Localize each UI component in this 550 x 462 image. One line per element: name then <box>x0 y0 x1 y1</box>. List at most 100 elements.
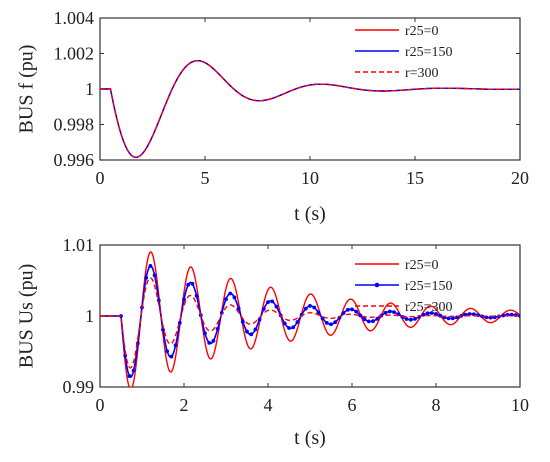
series-marker <box>354 309 359 314</box>
x-tick-label: 10 <box>511 395 529 415</box>
series-marker <box>329 322 333 327</box>
series-marker <box>518 313 520 318</box>
series-marker <box>173 343 178 348</box>
voltage-x-axis-label: t (s) <box>294 427 326 449</box>
x-tick-label: 0 <box>96 395 105 415</box>
series-line-r25-0 <box>100 251 520 387</box>
series-marker <box>341 311 346 315</box>
series-marker <box>249 332 254 337</box>
x-tick-label: 8 <box>432 395 441 415</box>
y-tick-label: 1.004 <box>54 8 95 28</box>
y-tick-label: 1.002 <box>54 44 95 64</box>
series-marker <box>190 281 195 286</box>
series-marker <box>215 327 220 331</box>
series-marker <box>287 326 291 330</box>
series-marker <box>371 319 375 324</box>
series-marker <box>375 316 380 321</box>
legend-label: r25=300 <box>405 300 453 315</box>
series-marker <box>387 309 392 314</box>
series-marker <box>282 321 287 326</box>
series-marker <box>257 317 262 322</box>
series-marker <box>333 320 338 325</box>
series-marker <box>203 331 207 336</box>
series-marker <box>291 325 296 330</box>
series-marker <box>207 340 212 345</box>
series-marker <box>148 264 153 268</box>
x-tick-label: 2 <box>180 395 189 415</box>
x-tick-label: 4 <box>264 395 273 415</box>
series-marker <box>232 295 237 300</box>
series-marker <box>144 275 149 280</box>
legend-label: r25=0 <box>405 258 439 273</box>
series-marker <box>186 282 191 287</box>
series-marker <box>421 312 426 317</box>
series-marker <box>303 306 308 311</box>
frequency-legend: r25=0 r25=150 r=300 <box>355 24 453 81</box>
series-marker <box>308 304 312 308</box>
x-tick-label: 0 <box>96 168 105 188</box>
series-marker <box>358 313 363 318</box>
legend-label: r25=150 <box>405 279 453 294</box>
series-marker <box>429 311 434 315</box>
series-marker <box>450 316 455 321</box>
y-tick-label: 1.01 <box>63 235 95 255</box>
series-marker <box>316 310 321 315</box>
legend-marker <box>374 282 380 288</box>
series-marker <box>270 299 275 304</box>
voltage-y-axis-label: BUS Us (pu) <box>16 264 38 368</box>
series-marker <box>312 305 317 310</box>
series-marker <box>438 313 443 318</box>
series-marker <box>161 327 165 332</box>
series-marker <box>392 310 396 315</box>
series-marker <box>413 316 417 321</box>
x-tick-label: 6 <box>348 395 357 415</box>
series-marker <box>194 294 199 298</box>
frequency-ticks: 0 5 10 15 20 0.996 0.998 1 1.002 1.004 <box>54 8 530 188</box>
legend-label: r=300 <box>405 66 439 81</box>
series-marker <box>509 312 514 317</box>
voltage-legend: r25=0 r25=150 r25=300 <box>355 258 453 315</box>
series-line-r-300 <box>100 59 520 158</box>
voltage-series-lines <box>100 251 520 387</box>
frequency-series-lines <box>100 59 520 158</box>
series-marker <box>274 304 279 309</box>
y-tick-label: 0.996 <box>54 150 95 170</box>
series-marker <box>404 317 409 321</box>
y-tick-label: 0.998 <box>54 115 95 135</box>
series-marker <box>345 307 350 312</box>
series-marker <box>240 319 245 324</box>
series-marker <box>253 327 258 332</box>
x-tick-label: 20 <box>511 168 529 188</box>
series-marker <box>211 338 216 343</box>
frequency-y-axis-label: BUS f (pu) <box>16 45 38 134</box>
series-marker <box>295 320 300 324</box>
series-marker <box>467 312 472 316</box>
series-marker <box>127 374 132 378</box>
legend-label: r25=150 <box>405 45 453 60</box>
series-marker <box>236 306 241 311</box>
series-marker <box>408 317 413 322</box>
series-marker <box>324 320 329 325</box>
y-tick-label: 0.99 <box>63 377 95 397</box>
series-marker <box>152 273 157 278</box>
x-tick-label: 5 <box>201 168 210 188</box>
series-marker <box>224 297 228 302</box>
series-marker <box>245 329 249 334</box>
series-marker <box>182 297 186 302</box>
series-marker <box>350 307 354 312</box>
y-tick-label: 1 <box>85 79 94 99</box>
series-marker <box>228 291 233 296</box>
series-marker <box>266 300 270 305</box>
series-line-r25-300 <box>100 277 520 369</box>
voltage-chart: 0 2 4 6 8 10 0.99 1 1.01 t (s) BUS Us (pu) r25=0… <box>16 235 529 449</box>
series-marker <box>366 319 371 324</box>
series-marker <box>446 316 451 321</box>
series-marker <box>261 307 266 311</box>
series-marker <box>425 311 430 316</box>
series-marker <box>131 368 136 373</box>
series-marker <box>165 349 170 354</box>
series-marker <box>362 317 367 322</box>
x-tick-label: 15 <box>406 168 424 188</box>
